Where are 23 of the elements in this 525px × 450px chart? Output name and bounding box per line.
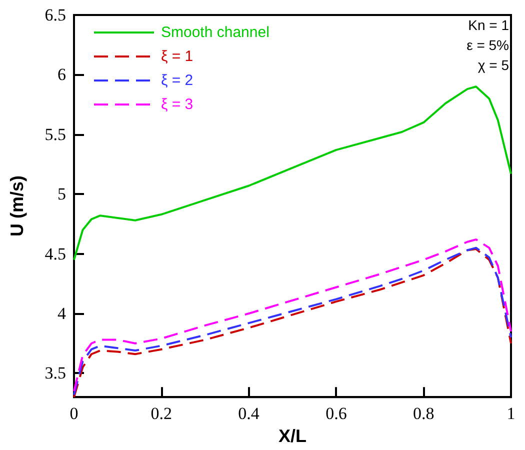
legend-label: ξ = 3 bbox=[161, 96, 194, 113]
y-tick-label: 4.5 bbox=[44, 244, 66, 264]
annotation: ε = 5% bbox=[466, 37, 509, 53]
y-axis-title: U (m/s) bbox=[7, 176, 27, 237]
x-tick-label: 1 bbox=[506, 404, 516, 424]
y-tick-label: 6 bbox=[58, 65, 66, 84]
x-tick-label: 0.8 bbox=[412, 404, 434, 424]
x-axis-title: X/L bbox=[278, 426, 307, 446]
legend-label: ξ = 1 bbox=[161, 48, 194, 65]
legend-label: ξ = 2 bbox=[161, 72, 194, 89]
x-tick-label: 0.2 bbox=[150, 404, 172, 424]
annotation: χ = 5 bbox=[478, 57, 510, 73]
y-tick-label: 3.5 bbox=[44, 364, 66, 383]
y-tick-label: 4 bbox=[58, 304, 66, 324]
x-tick-label: 0.4 bbox=[238, 404, 260, 424]
y-tick-label: 5.5 bbox=[44, 124, 66, 144]
annotation: Kn = 1 bbox=[468, 17, 510, 33]
x-tick-label: 0 bbox=[70, 404, 78, 424]
y-tick-label: 5 bbox=[58, 184, 66, 204]
legend-label: Smooth channel bbox=[161, 24, 270, 41]
x-tick-label: 0.6 bbox=[326, 404, 347, 424]
line-series bbox=[73, 86, 512, 261]
y-tick-label: 6.5 bbox=[44, 6, 66, 24]
